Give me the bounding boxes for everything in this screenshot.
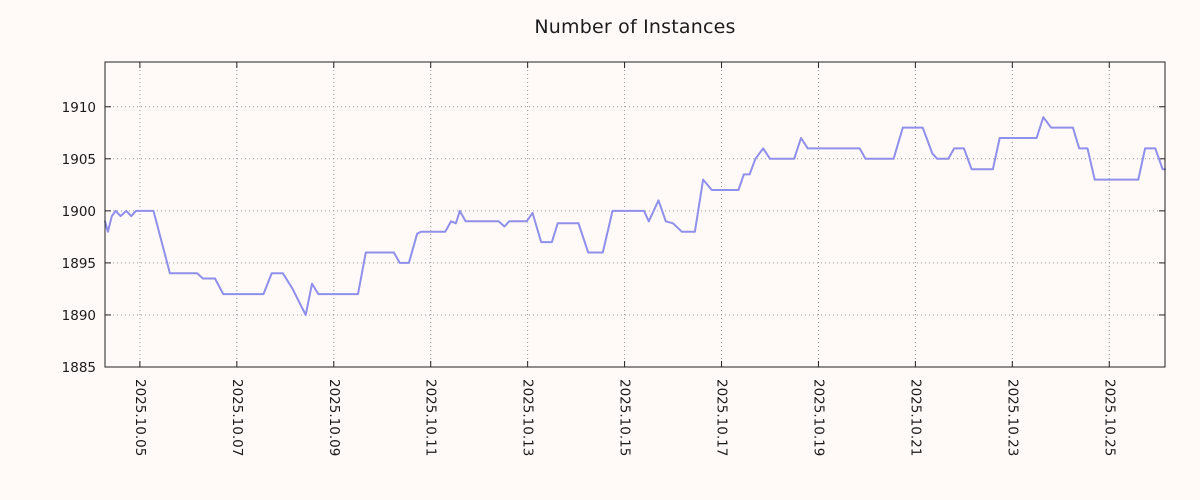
x-tick-label: 2025.10.09	[326, 379, 342, 456]
x-tick-label: 2025.10.21	[907, 379, 923, 456]
x-tick-label: 2025.10.13	[520, 379, 536, 456]
instances-series-line	[104, 116, 1166, 316]
x-tick-label: 2025.10.23	[1004, 379, 1020, 456]
y-tick-label: 1900	[62, 204, 96, 220]
plot-border	[104, 61, 1166, 368]
chart-title: Number of Instances	[534, 16, 736, 38]
x-tick-label: 2025.10.05	[132, 379, 148, 456]
y-tick-label: 1895	[62, 256, 96, 272]
x-tick-label: 2025.10.07	[229, 379, 245, 456]
x-tick-label: 2025.10.19	[810, 379, 826, 456]
y-tick-label: 1885	[62, 360, 96, 376]
y-tick-label: 1890	[62, 308, 96, 324]
y-tick-label: 1910	[62, 100, 96, 116]
x-tick-label: 2025.10.25	[1101, 379, 1117, 456]
x-tick-label: 2025.10.15	[617, 379, 633, 456]
y-tick-label: 1905	[62, 152, 96, 168]
x-tick-label: 2025.10.17	[714, 379, 730, 456]
x-tick-label: 2025.10.11	[423, 379, 439, 456]
